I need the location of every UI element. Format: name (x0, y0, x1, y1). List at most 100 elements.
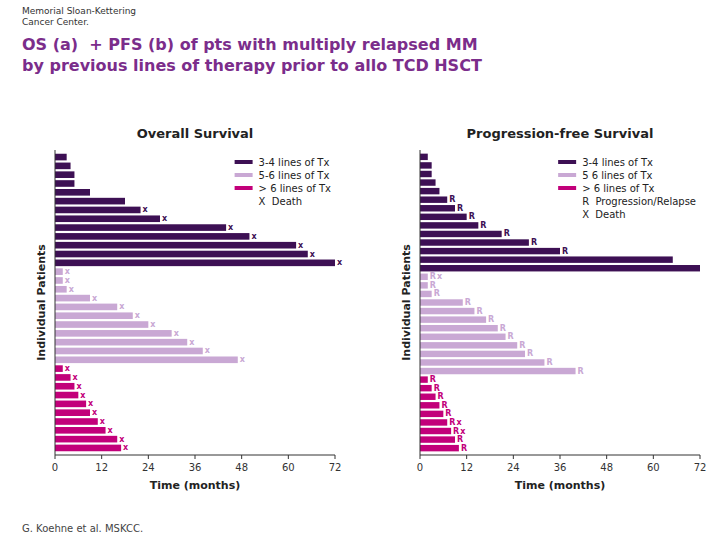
x-tick (241, 455, 242, 459)
y-axis-label: Individual Patients (400, 244, 413, 361)
panel: xxxxxxxxxxxxxxxxxxxxxxxxxxxx012243648607… (35, 126, 343, 492)
relapse-mark: R (441, 401, 447, 410)
x-tick (513, 455, 514, 459)
bar (420, 274, 428, 280)
bar (55, 374, 71, 381)
x-tick-label: 36 (554, 462, 567, 473)
bar-end-marks: RRRxRxRRRRRRRRRRRRRRRRRxRRRRRRR (430, 195, 584, 452)
death-mark: x (162, 214, 168, 223)
bar (420, 248, 560, 254)
death-mark: x (460, 427, 466, 436)
bar (420, 256, 673, 262)
bar (420, 299, 463, 305)
bar (420, 171, 432, 177)
x-tick (148, 455, 149, 459)
relapse-mark: R (449, 418, 455, 427)
relapse-mark: R (430, 281, 436, 290)
x-tick (700, 455, 701, 459)
bar (55, 365, 63, 372)
death-mark: x (310, 250, 316, 259)
death-mark: x (251, 232, 257, 241)
x-tick-label: 24 (507, 462, 520, 473)
relapse-mark: R (469, 212, 475, 221)
x-tick (420, 455, 421, 459)
bar (55, 348, 203, 355)
relapse-mark: R (488, 315, 494, 324)
y-axis-label: Individual Patients (35, 244, 48, 361)
relapse-mark: R (430, 272, 436, 281)
death-mark: x (92, 294, 98, 303)
bar (55, 427, 106, 434)
bar (420, 445, 459, 451)
bar (420, 162, 432, 168)
bar (55, 171, 74, 178)
y-axis-line (420, 150, 421, 455)
footer: G. Koehne et al. MSKCC. (22, 523, 143, 534)
bar (55, 189, 90, 196)
x-tick-label: 60 (647, 462, 660, 473)
relapse-mark: R (453, 427, 459, 436)
bar (55, 180, 74, 187)
bars (55, 154, 335, 452)
chart: Memorial Sloan-KetteringCancer Center.OS… (0, 0, 720, 540)
relapse-mark: R (434, 384, 440, 393)
legend-label: 3-4 lines of Tx (259, 157, 330, 168)
legend: 3-4 lines of Tx5 6 lines of Tx> 6 lines … (558, 157, 696, 220)
death-mark: x (65, 276, 71, 285)
death-mark: x (123, 443, 129, 452)
bar (55, 215, 160, 222)
bar (420, 394, 436, 400)
bar (55, 418, 98, 425)
bar (55, 312, 133, 319)
bar (55, 401, 86, 408)
death-mark: x (73, 373, 79, 382)
x-tick-label: 0 (52, 462, 58, 473)
bar (420, 231, 502, 237)
death-mark: x (76, 382, 82, 391)
relapse-mark: R (480, 221, 486, 230)
death-mark: x (205, 346, 211, 355)
bar (55, 251, 308, 258)
bar (420, 402, 439, 408)
bar (55, 233, 249, 240)
panel: RRRxRxRRRRRRRRRRRRRRRRRxRRRRRRR012243648… (400, 126, 706, 492)
bar (420, 351, 525, 357)
bar (420, 325, 498, 331)
legend-label: 3-4 lines of Tx (582, 157, 653, 168)
bar (55, 383, 74, 390)
bar (55, 286, 67, 293)
relapse-mark: R (546, 358, 552, 367)
bar (55, 198, 125, 205)
x-tick (55, 455, 56, 459)
relapse-mark: R (434, 289, 440, 298)
legend-label: X Death (582, 209, 625, 220)
relapse-mark: R (430, 375, 436, 384)
death-mark: x (69, 285, 75, 294)
relapse-mark: R (504, 229, 510, 238)
x-tick-label: 72 (694, 462, 707, 473)
death-mark: x (92, 408, 98, 417)
relapse-mark: R (465, 298, 471, 307)
bar (420, 239, 529, 245)
x-tick-label: 0 (417, 462, 423, 473)
relapse-mark: R (531, 238, 537, 247)
bar (420, 436, 455, 442)
bar (420, 334, 506, 340)
legend-swatch (235, 173, 253, 177)
bar (55, 445, 121, 452)
bar-end-marks: xxxxxxxxxxxxxxxxxxxxxxxxxxxx (65, 205, 343, 452)
death-mark: x (437, 272, 443, 281)
bar (55, 392, 78, 399)
legend: 3-4 lines of Tx5-6 lines of Tx> 6 lines … (235, 157, 331, 207)
x-tick-label: 48 (600, 462, 613, 473)
logo-text: Memorial Sloan-Kettering (22, 6, 136, 16)
death-mark: x (119, 435, 125, 444)
x-tick-label: 72 (329, 462, 342, 473)
bar (55, 154, 67, 161)
bar (55, 436, 117, 443)
x-axis-label: Time (months) (150, 479, 241, 492)
bar (420, 419, 447, 425)
logo-text: Cancer Center. (22, 17, 89, 27)
death-mark: x (100, 417, 106, 426)
bar (420, 291, 432, 297)
